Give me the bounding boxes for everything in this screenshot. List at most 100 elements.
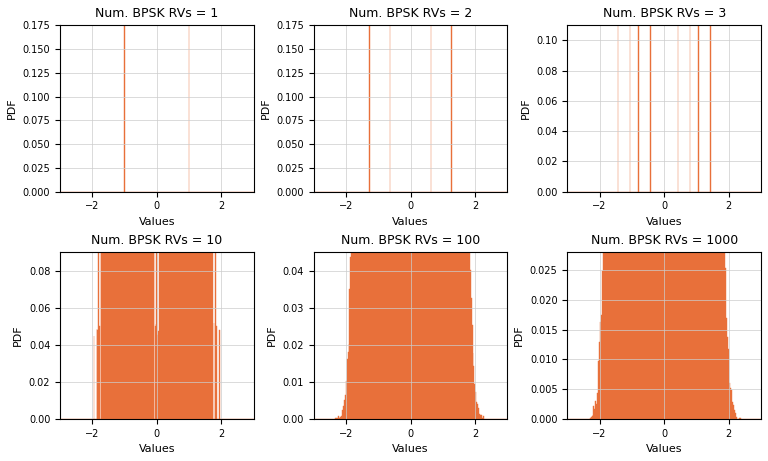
Y-axis label: PDF: PDF [7, 98, 17, 119]
Bar [732, 402, 733, 419]
Bar [597, 404, 598, 419]
Bar [712, 0, 713, 419]
Bar [400, 0, 401, 419]
Bar [457, 0, 458, 419]
Bar [459, 0, 460, 419]
Bar [451, 0, 452, 419]
Bar [725, 268, 727, 419]
Bar [631, 0, 632, 419]
Bar [447, 0, 449, 419]
Bar [727, 337, 728, 419]
Bar [349, 290, 350, 419]
Bar [392, 0, 393, 419]
Bar [641, 0, 642, 419]
Bar [669, 0, 670, 419]
Bar [676, 0, 677, 419]
Bar [461, 0, 462, 419]
Bar [637, 0, 638, 419]
Bar [371, 0, 372, 419]
Bar [666, 0, 667, 419]
Bar [605, 123, 606, 419]
Bar [411, 14, 412, 419]
Bar [665, 0, 666, 419]
Bar [428, 0, 429, 419]
Bar [480, 415, 482, 419]
Bar [653, 0, 654, 419]
Bar [594, 409, 595, 419]
Bar [599, 343, 601, 419]
Bar [422, 0, 423, 419]
Bar [464, 7, 465, 419]
Bar [654, 0, 655, 419]
Bar [590, 418, 591, 419]
Bar [717, 0, 718, 419]
Bar [658, 0, 660, 419]
Bar [406, 0, 408, 419]
Bar [412, 0, 413, 419]
Bar [393, 0, 394, 419]
Bar [463, 0, 464, 419]
Bar [376, 0, 378, 419]
Title: Num. BPSK RVs = 10: Num. BPSK RVs = 10 [91, 234, 223, 247]
Bar [646, 0, 647, 419]
Bar [691, 0, 692, 419]
Bar [716, 0, 717, 419]
Bar [700, 0, 701, 419]
Bar [688, 0, 690, 419]
Bar [462, 0, 463, 419]
Bar [346, 359, 348, 419]
Bar [635, 0, 636, 419]
X-axis label: Values: Values [646, 444, 683, 454]
Bar [426, 0, 427, 419]
Bar [472, 353, 473, 419]
Bar [619, 0, 620, 419]
Title: Num. BPSK RVs = 1: Num. BPSK RVs = 1 [95, 7, 218, 20]
Bar [415, 0, 416, 419]
Bar [413, 0, 415, 419]
Bar [697, 0, 698, 419]
Bar [389, 0, 390, 419]
Bar [704, 0, 705, 419]
Bar [342, 410, 343, 419]
Bar [416, 0, 417, 419]
Bar [674, 0, 675, 419]
Bar [668, 0, 669, 419]
Bar [356, 0, 357, 419]
Bar [458, 0, 459, 419]
Bar [442, 0, 443, 419]
Bar [365, 0, 366, 419]
Bar [604, 166, 605, 419]
Bar [617, 0, 619, 419]
Bar [698, 0, 699, 419]
Bar [645, 0, 646, 419]
Bar [636, 0, 637, 419]
Bar [404, 0, 405, 419]
Bar [369, 0, 370, 419]
Bar [643, 0, 644, 419]
Bar [714, 0, 716, 419]
Bar [660, 0, 661, 419]
Bar [684, 0, 686, 419]
Bar [455, 0, 456, 419]
Bar [419, 0, 420, 419]
X-axis label: Values: Values [392, 217, 429, 227]
Bar [731, 390, 732, 419]
Bar [354, 89, 356, 419]
Bar [445, 0, 446, 419]
Bar [424, 0, 425, 419]
Bar [438, 0, 439, 419]
Bar [720, 0, 721, 419]
Bar [657, 0, 658, 419]
X-axis label: Values: Values [138, 217, 175, 227]
Bar [335, 418, 336, 419]
Bar [468, 220, 469, 419]
Bar [609, 0, 610, 419]
Bar [650, 0, 651, 419]
Bar [460, 0, 461, 419]
Bar [682, 0, 683, 419]
Bar [680, 0, 682, 419]
Bar [380, 0, 382, 419]
Bar [482, 418, 483, 419]
Bar [662, 0, 664, 419]
Bar [386, 0, 387, 419]
